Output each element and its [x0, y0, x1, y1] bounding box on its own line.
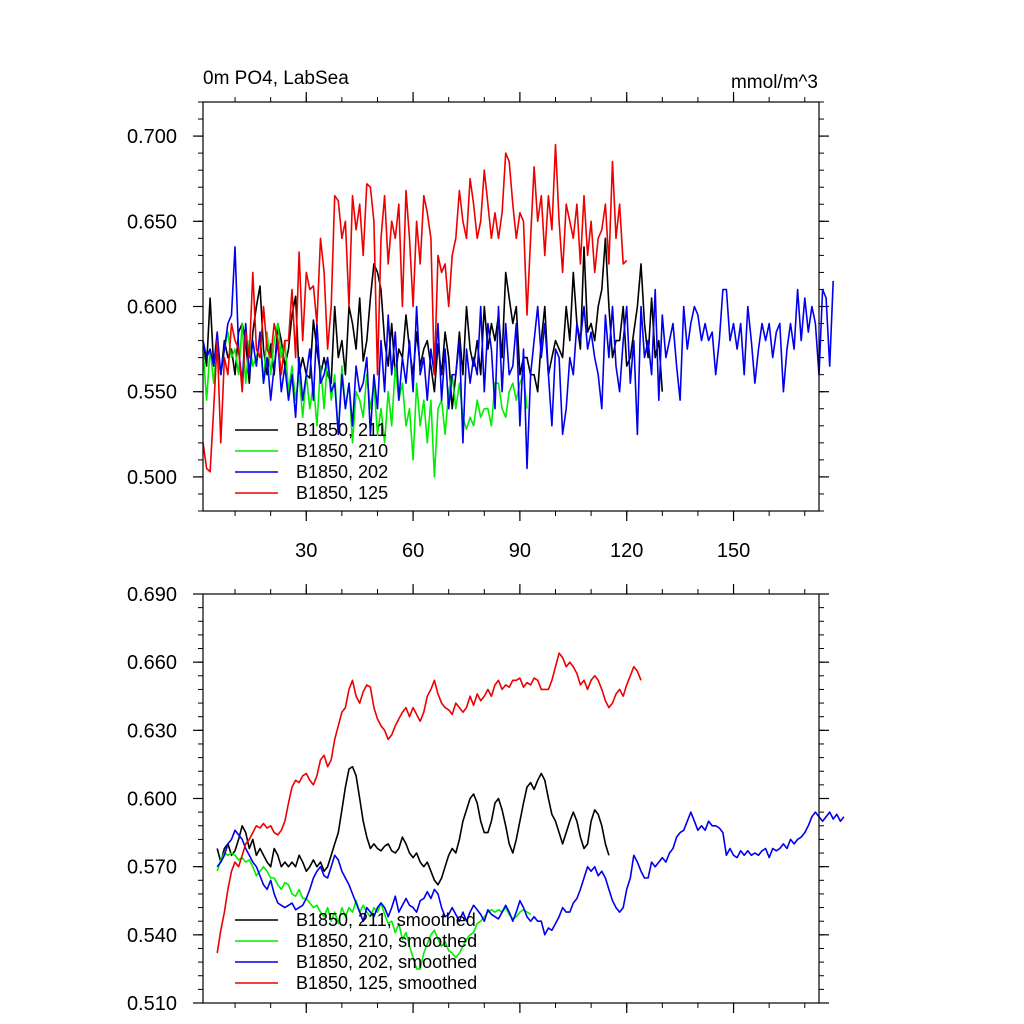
top-panel-ticks: 0.500 0.550 0.600 0.650 0.700 30 60 90 120 150 — [127, 92, 829, 562]
series-line-1 — [216, 852, 532, 970]
x-tick-label: 60 — [402, 540, 424, 562]
series-line-0 — [202, 237, 664, 410]
y-tick-label: 0.500 — [127, 467, 177, 489]
top-panel-units: mmol/m^3 — [731, 72, 818, 93]
top-panel: 0m PO4, LabSea mmol/m^3 0.5000.5500.6000… — [127, 68, 834, 562]
top-panel-title: 0m PO4, LabSea — [203, 68, 349, 89]
bottom-panel-ticks: 0.510 0.540 0.570 0.600 0.630 0.660 0.690 — [127, 584, 829, 1015]
y-tick-label: 0.690 — [127, 584, 177, 606]
y-tick-label: 0.550 — [127, 382, 177, 404]
y-tick-label: 0.650 — [127, 211, 177, 233]
legend-label: B1850, 211, smoothed — [296, 910, 476, 930]
x-tick-label: 90 — [509, 540, 531, 562]
top-panel-frame — [202, 101, 820, 512]
legend-label: B1850, 125, smoothed — [296, 973, 477, 993]
legend-label: B1850, 210 — [296, 441, 388, 461]
series-line-3 — [202, 143, 628, 473]
legend-label: B1850, 202, smoothed — [296, 952, 477, 972]
bottom-panel-frame — [202, 593, 820, 1004]
top-panel-series — [202, 143, 834, 478]
y-tick-label: 0.570 — [127, 857, 177, 879]
legend-label: B1850, 210, smoothed — [296, 931, 477, 951]
series-line-3 — [216, 652, 642, 954]
x-tick-label: 150 — [717, 540, 750, 562]
y-tick-label: 0.540 — [127, 925, 177, 947]
series-line-0 — [216, 765, 610, 886]
series-line-2 — [216, 811, 845, 936]
y-tick-label: 0.600 — [127, 789, 177, 811]
x-tick-label: 120 — [610, 540, 643, 562]
bottom-panel-series — [216, 652, 845, 970]
legend-label: B1850, 211 — [296, 420, 387, 440]
y-tick-label: 0.510 — [127, 993, 177, 1015]
x-tick-label: 30 — [295, 540, 317, 562]
bottom-panel: 0.510 0.540 0.570 0.600 0.630 0.660 0.690 B185… — [127, 584, 845, 1015]
y-tick-label: 0.660 — [127, 652, 177, 674]
legend-label: B1850, 125 — [296, 483, 388, 503]
y-tick-label: 0.600 — [127, 297, 177, 319]
legend-label: B1850, 202 — [296, 462, 388, 482]
y-tick-label: 0.630 — [127, 720, 177, 742]
y-tick-label: 0.700 — [127, 126, 177, 148]
series-line-2 — [202, 246, 834, 470]
